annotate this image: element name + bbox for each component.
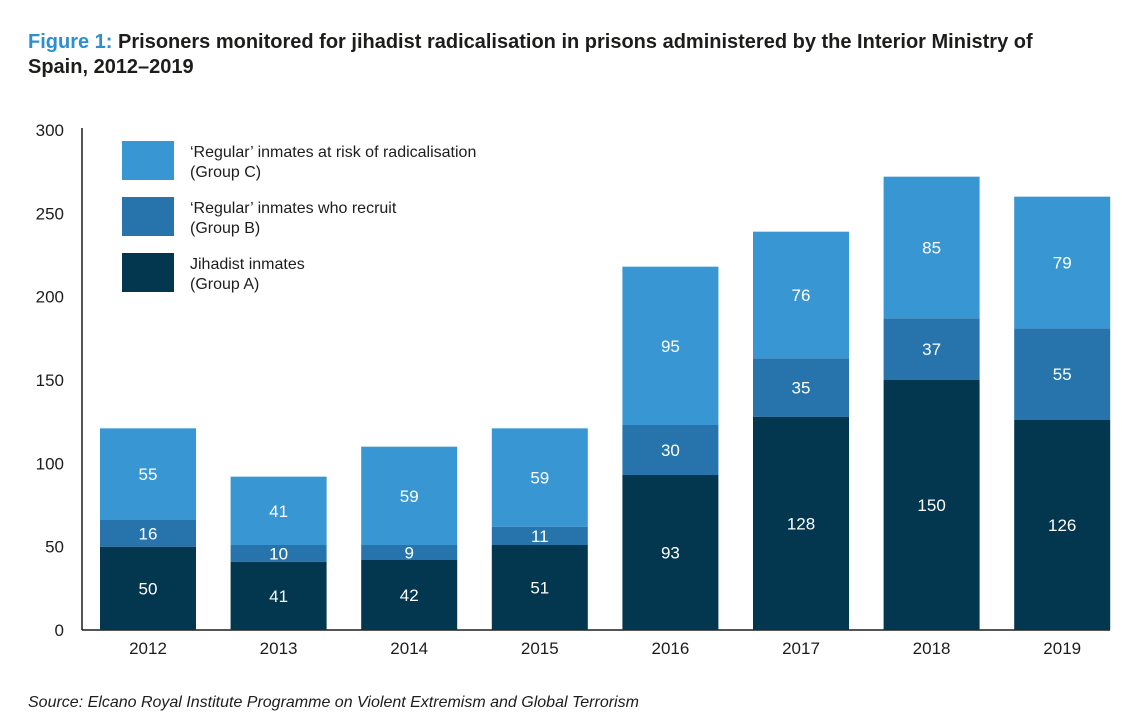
data-label: 150: [917, 496, 945, 515]
source-note: Source: Elcano Royal Institute Programme…: [28, 694, 639, 711]
data-label: 37: [922, 340, 941, 359]
legend-label: ‘Regular’ inmates who recruit: [190, 200, 397, 217]
bar-segment: [100, 428, 196, 520]
bar-segment: [361, 446, 458, 545]
legend-label: Jihadist inmates: [190, 256, 305, 273]
bar-segment: [1014, 328, 1111, 420]
bar-segment: [753, 231, 849, 359]
data-label: 95: [661, 337, 680, 356]
legend-group-label: (Group A): [190, 276, 259, 293]
data-label: 93: [661, 544, 680, 563]
y-tick-label: 250: [36, 204, 64, 223]
bar-segment: [883, 176, 980, 319]
data-label: 59: [400, 487, 419, 506]
x-tick-label: 2017: [782, 639, 820, 658]
title-text: Prisoners monitored for jihadist radical…: [28, 31, 1033, 78]
legend-swatch: [122, 197, 174, 236]
x-tick-label: 2012: [129, 639, 167, 658]
data-label: 10: [269, 544, 288, 563]
legend-swatch: [122, 141, 174, 180]
bar-segment: [753, 358, 849, 417]
bar-segment: [100, 520, 196, 547]
data-label: 9: [404, 544, 413, 563]
bar-segment: [622, 425, 719, 475]
legend-swatch: [122, 253, 174, 292]
stacked-bar-chart: 0 50 100 150 200 250 300 2012 2013 2014 2015 2016 20…: [36, 121, 1111, 658]
data-label: 79: [1053, 254, 1072, 273]
legend-group-label: (Group B): [190, 220, 260, 237]
bar-segment: [361, 545, 458, 560]
bar-segment: [753, 416, 849, 630]
data-label: 42: [400, 586, 419, 605]
data-label: 30: [661, 441, 680, 460]
x-tick-label: 2013: [260, 639, 298, 658]
data-label: 16: [139, 524, 158, 543]
bar-segment: [1014, 420, 1111, 630]
data-label: 35: [792, 379, 811, 398]
bar-segment: [883, 318, 980, 380]
legend-group-label: (Group C): [190, 164, 261, 181]
x-tick-label: 2014: [390, 639, 428, 658]
figure-label: Figure 1:: [28, 31, 113, 53]
legend-label: ‘Regular’ inmates at risk of radicalisat…: [190, 144, 476, 161]
bar-segment: [883, 380, 980, 630]
bar-segment: [361, 560, 458, 630]
data-label: 59: [530, 469, 549, 488]
data-label: 128: [787, 514, 815, 533]
bar-segment: [1014, 196, 1111, 329]
bar-segment: [230, 545, 327, 562]
bar-segment: [622, 475, 719, 630]
y-tick-label: 200: [36, 288, 64, 307]
bar-segment: [491, 545, 588, 630]
data-label: 76: [792, 286, 811, 305]
y-tick-label: 150: [36, 371, 64, 390]
y-tick-label: 300: [36, 121, 64, 140]
data-label: 50: [139, 579, 158, 598]
bar-segment: [100, 546, 196, 630]
data-label: 85: [922, 239, 941, 258]
bar-segment: [491, 526, 588, 545]
data-label: 55: [1053, 365, 1072, 384]
x-tick-label: 2015: [521, 639, 559, 658]
data-label: 41: [269, 502, 288, 521]
bar-segment: [622, 266, 719, 425]
y-tick-label: 100: [36, 454, 64, 473]
y-tick-label: 0: [55, 621, 64, 640]
data-label: 41: [269, 587, 288, 606]
x-tick-label: 2019: [1043, 639, 1081, 658]
data-label: 51: [530, 579, 549, 598]
x-tick-label: 2016: [651, 639, 689, 658]
bar-segment: [230, 476, 327, 545]
data-label: 55: [139, 465, 158, 484]
data-label: 126: [1048, 516, 1076, 535]
chart-title: Figure 1: Prisoners monitored for jihadi…: [28, 30, 1088, 80]
bar-segment: [230, 561, 327, 630]
bar-segment: [491, 428, 588, 527]
x-tick-label: 2018: [913, 639, 951, 658]
y-tick-label: 50: [45, 538, 64, 557]
data-label: 11: [531, 527, 549, 546]
